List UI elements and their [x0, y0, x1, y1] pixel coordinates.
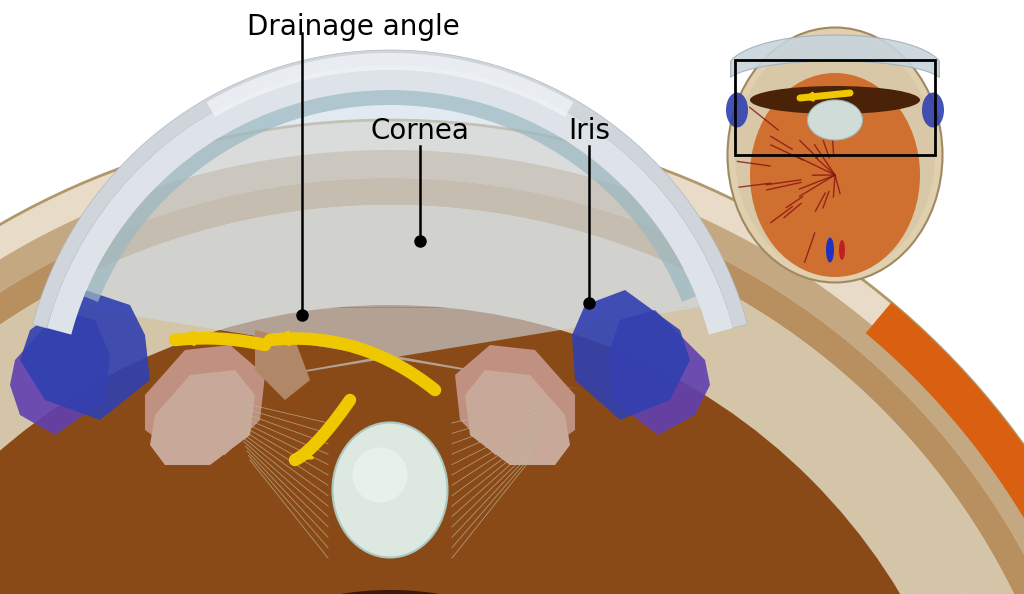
Polygon shape	[865, 302, 1024, 594]
Ellipse shape	[750, 86, 920, 114]
Circle shape	[0, 250, 1024, 594]
Circle shape	[0, 120, 1024, 594]
Text: Cornea: Cornea	[371, 116, 469, 145]
Polygon shape	[33, 50, 748, 328]
Polygon shape	[20, 290, 150, 420]
Ellipse shape	[735, 35, 935, 275]
Ellipse shape	[826, 238, 834, 263]
Polygon shape	[455, 345, 575, 455]
Polygon shape	[145, 345, 265, 455]
Bar	[735, 60, 935, 155]
Polygon shape	[47, 65, 733, 334]
Ellipse shape	[352, 447, 408, 503]
Polygon shape	[0, 205, 1024, 594]
Ellipse shape	[922, 93, 944, 128]
Polygon shape	[150, 370, 255, 465]
Polygon shape	[465, 370, 570, 465]
Polygon shape	[572, 290, 690, 420]
Polygon shape	[122, 590, 658, 594]
Polygon shape	[731, 35, 939, 77]
Ellipse shape	[839, 240, 845, 260]
Polygon shape	[255, 330, 310, 400]
Polygon shape	[0, 178, 1024, 594]
Polygon shape	[207, 53, 573, 117]
Ellipse shape	[808, 100, 862, 140]
Polygon shape	[84, 90, 696, 302]
Ellipse shape	[333, 422, 447, 558]
Ellipse shape	[726, 93, 748, 128]
Polygon shape	[80, 90, 700, 390]
Polygon shape	[608, 310, 710, 435]
Circle shape	[0, 305, 985, 594]
Ellipse shape	[727, 27, 942, 283]
Polygon shape	[0, 150, 1024, 594]
Polygon shape	[76, 90, 703, 318]
Text: Drainage angle: Drainage angle	[247, 12, 460, 41]
Polygon shape	[10, 310, 110, 435]
Text: Iris: Iris	[567, 116, 610, 145]
Ellipse shape	[750, 73, 920, 277]
